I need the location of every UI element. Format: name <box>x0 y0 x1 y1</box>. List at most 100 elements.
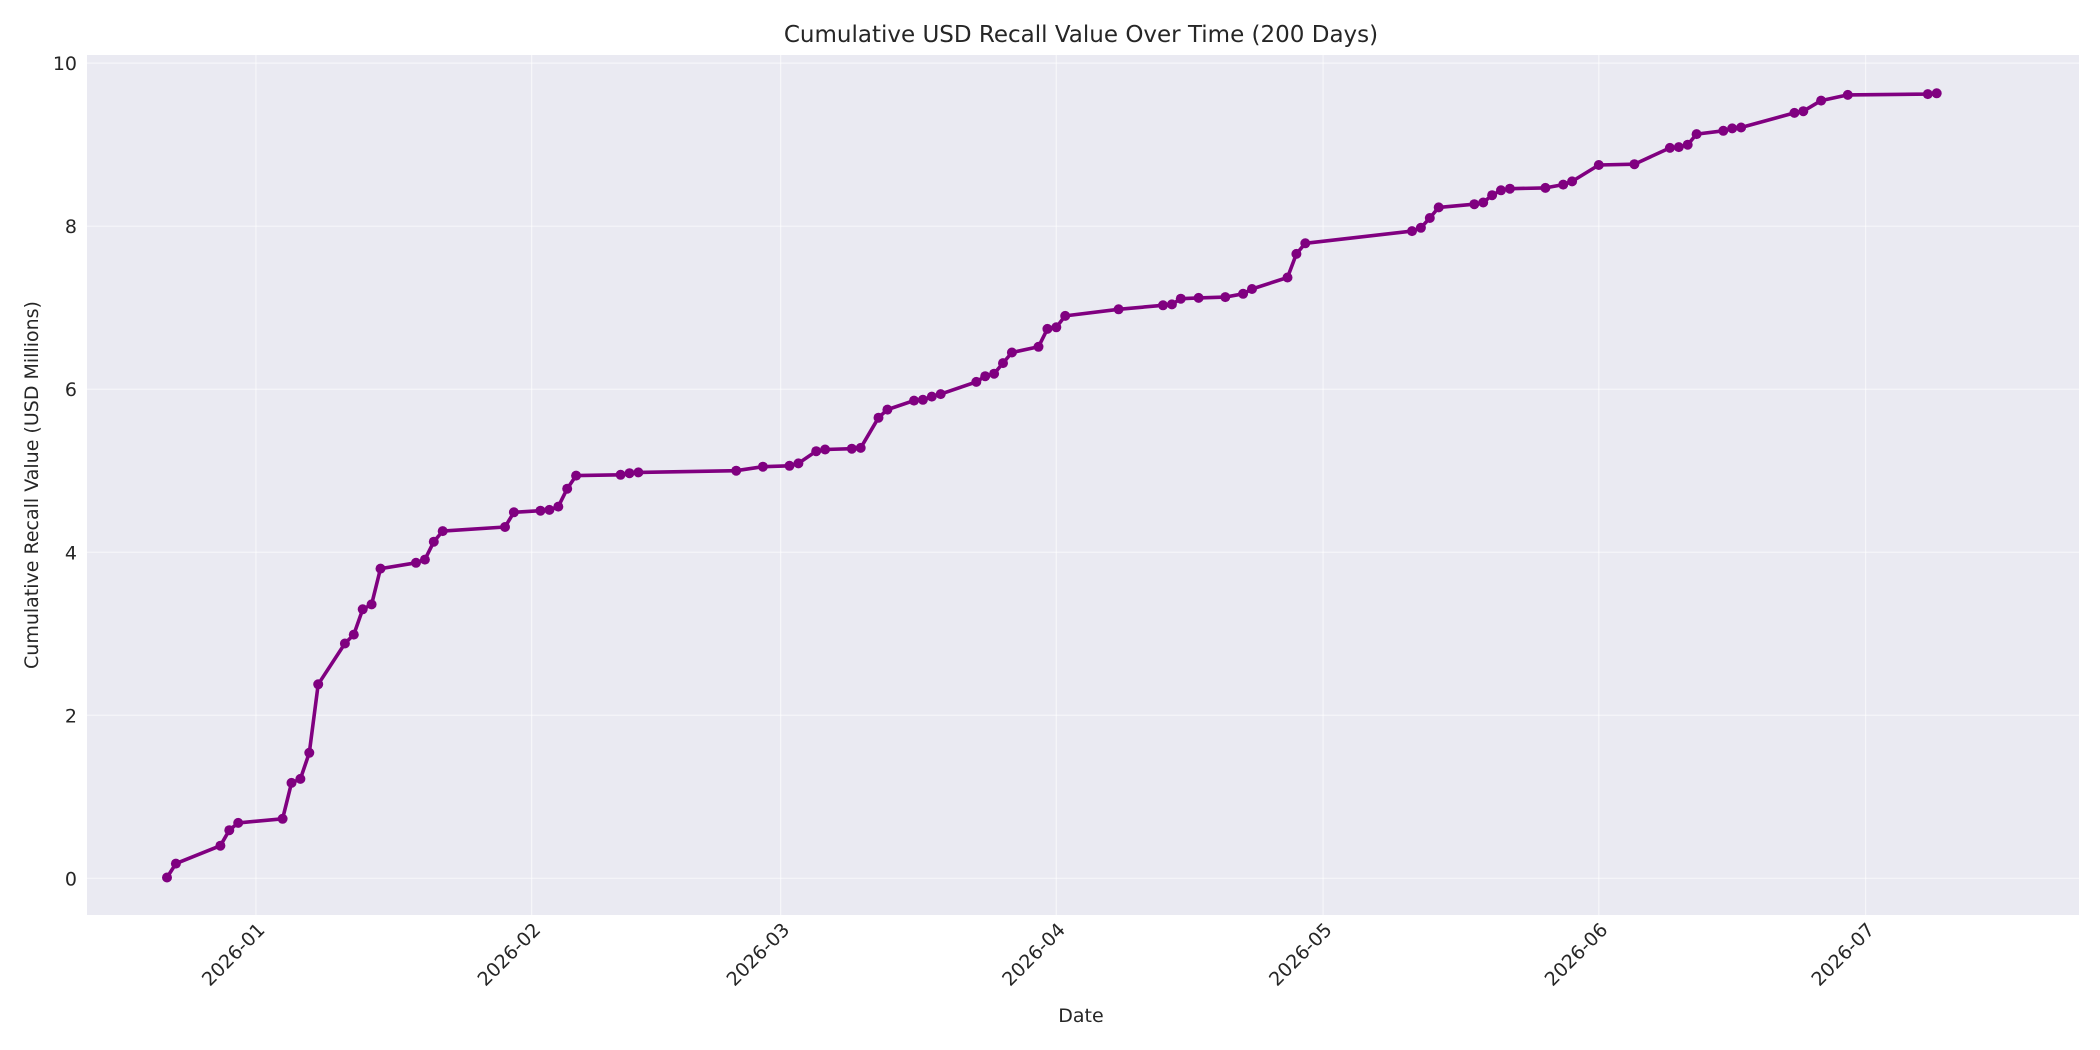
data-point <box>1629 159 1640 170</box>
data-point <box>224 825 235 836</box>
data-point <box>1051 322 1062 333</box>
data-point <box>731 465 742 476</box>
data-point <box>1433 202 1444 213</box>
data-point <box>793 458 804 469</box>
data-point <box>1664 142 1675 153</box>
data-point <box>1033 341 1044 352</box>
data-point <box>1558 179 1569 190</box>
data-point <box>428 536 439 547</box>
data-point <box>1496 185 1506 196</box>
data-point <box>917 394 928 405</box>
data-point <box>162 872 172 883</box>
data-point <box>277 813 288 824</box>
data-point <box>286 777 297 788</box>
data-point <box>1673 142 1684 153</box>
data-point <box>1798 106 1809 117</box>
data-point <box>855 442 866 453</box>
data-point <box>508 507 519 518</box>
data-point <box>998 358 1008 369</box>
y-tick-label: 2 <box>65 705 77 727</box>
data-point <box>1193 292 1204 303</box>
data-point <box>1842 89 1853 100</box>
data-point <box>1931 88 1942 99</box>
data-point <box>437 526 448 537</box>
data-point <box>882 404 893 415</box>
data-point <box>1300 238 1311 249</box>
data-point <box>989 368 1000 379</box>
data-point <box>1282 272 1293 283</box>
data-point <box>1415 222 1426 233</box>
data-point <box>348 629 359 640</box>
data-point <box>1593 160 1604 170</box>
data-point <box>1922 89 1933 100</box>
data-point <box>1247 284 1257 294</box>
data-point <box>1478 197 1489 208</box>
y-tick-label: 10 <box>53 53 77 75</box>
data-point <box>980 371 991 382</box>
data-point <box>1736 122 1747 133</box>
data-point <box>873 412 884 423</box>
data-point <box>233 817 244 828</box>
plot-area <box>87 55 2079 915</box>
data-point <box>820 444 831 455</box>
data-point <box>411 557 421 568</box>
data-point <box>357 604 368 615</box>
data-point <box>909 395 919 406</box>
y-tick-label: 4 <box>65 542 77 564</box>
data-point <box>571 470 582 481</box>
data-point <box>1158 300 1168 311</box>
y-axis-ticks: 0 2 4 6 8 10 <box>53 53 77 890</box>
data-point <box>1816 95 1827 106</box>
y-axis-label: Cumulative Recall Value (USD Millions) <box>21 301 43 669</box>
data-point <box>375 563 386 574</box>
data-point <box>624 468 635 479</box>
data-point <box>615 469 626 480</box>
data-point <box>757 461 768 472</box>
y-tick-label: 8 <box>65 216 77 238</box>
data-point <box>926 391 937 402</box>
data-point <box>1291 248 1302 259</box>
data-point <box>339 638 350 649</box>
data-point <box>633 467 644 478</box>
data-point <box>1691 129 1702 140</box>
data-point <box>971 376 982 387</box>
series-layer <box>162 88 1942 883</box>
data-point <box>1407 226 1417 237</box>
data-point <box>553 501 564 512</box>
data-point <box>935 389 946 400</box>
data-point <box>1504 183 1515 194</box>
data-point <box>1175 293 1186 304</box>
data-point <box>1166 299 1177 310</box>
data-point <box>562 483 573 494</box>
data-point <box>1424 213 1435 223</box>
data-point <box>784 460 795 471</box>
data-point <box>295 773 306 784</box>
data-point <box>1469 199 1480 210</box>
data-point <box>1727 123 1738 134</box>
data-point <box>419 554 430 565</box>
data-point <box>811 446 822 457</box>
data-point <box>1006 347 1017 358</box>
data-point <box>1789 107 1800 118</box>
y-tick-label: 0 <box>65 868 77 890</box>
grid-lines <box>87 55 2079 915</box>
data-point <box>304 747 315 758</box>
data-point <box>846 443 857 454</box>
data-point <box>544 504 555 515</box>
chart-title: Cumulative USD Recall Value Over Time (2… <box>784 22 1378 48</box>
data-point <box>366 599 377 610</box>
data-point <box>313 679 324 690</box>
data-point <box>535 505 546 516</box>
data-point <box>215 840 226 851</box>
y-tick-label: 6 <box>65 379 77 401</box>
data-point <box>500 522 510 532</box>
data-point <box>1567 176 1578 187</box>
x-axis-label: Date <box>1058 1005 1103 1027</box>
data-point <box>1042 323 1053 334</box>
data-point <box>1487 190 1498 201</box>
data-point <box>1238 288 1249 299</box>
data-point <box>1113 304 1124 315</box>
data-point <box>1682 139 1693 150</box>
data-point <box>1718 125 1729 136</box>
